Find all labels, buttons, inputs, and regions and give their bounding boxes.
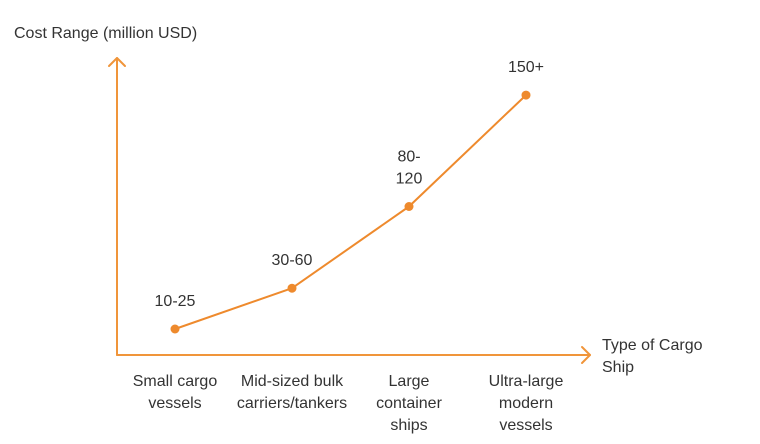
data-label: 80-120: [396, 149, 423, 188]
axes: [108, 57, 591, 364]
x-axis-title-line: Ship: [602, 359, 634, 376]
data-label-line: 150+: [508, 59, 544, 76]
x-axis-title: Type of Cargo Ship: [602, 337, 707, 376]
data-point: [521, 90, 531, 100]
data-label-line: 120: [396, 171, 423, 188]
x-tick-label-line: modern: [499, 395, 553, 412]
data-label: 150+: [508, 59, 544, 76]
data-label-line: 30-60: [272, 252, 313, 269]
x-tick-label-line: vessels: [148, 395, 201, 412]
x-tick-label-line: vessels: [499, 417, 552, 434]
x-tick-label: Ultra-large modern vessels: [489, 373, 564, 434]
x-tick-label: Mid-sized bulk carriers/tankers: [237, 373, 347, 412]
x-tick-label-line: ships: [390, 417, 427, 434]
data-point: [170, 324, 180, 334]
x-tick-label: Small cargo vessels: [133, 373, 218, 412]
series-layer: [170, 90, 531, 334]
data-label-line: 10-25: [155, 293, 196, 310]
x-axis-title-line: Type of Cargo: [602, 337, 703, 354]
x-tick-label-line: Small cargo: [133, 373, 218, 390]
x-tick-label-line: Mid-sized bulk: [241, 373, 344, 390]
data-point: [287, 283, 297, 293]
x-tick-label-line: Ultra-large: [489, 373, 564, 390]
y-axis-title: Cost Range (million USD): [14, 25, 197, 42]
x-tick-labels: Small cargo vessels Mid-sized bulk carriers…: [133, 373, 564, 434]
data-label: 30-60: [272, 252, 313, 269]
data-label: 10-25: [155, 293, 196, 310]
x-tick-label: Large container ships: [376, 373, 442, 434]
x-tick-label-line: Large: [389, 373, 430, 390]
x-tick-label-line: container: [376, 395, 442, 412]
data-point: [404, 202, 414, 211]
x-tick-label-line: carriers/tankers: [237, 395, 347, 412]
data-label-line: 80-: [397, 149, 420, 166]
y-axis-arrow-icon: [108, 57, 126, 67]
x-axis-arrow-icon: [581, 346, 591, 364]
series-line: [174, 94, 527, 330]
